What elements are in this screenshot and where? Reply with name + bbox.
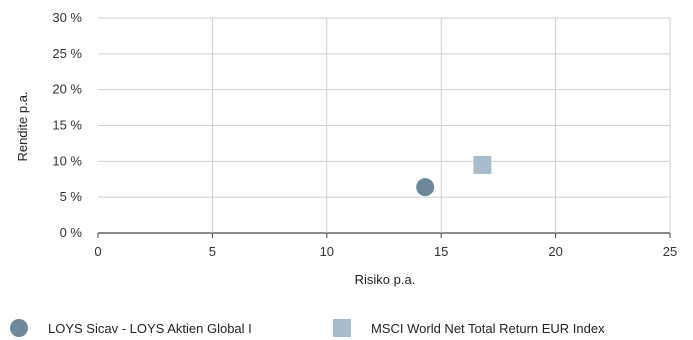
y-tick-label: 5 %: [60, 189, 83, 204]
data-point-loys: [416, 178, 435, 197]
x-tick-label: 15: [434, 244, 448, 259]
y-tick-label: 30 %: [52, 10, 82, 25]
y-axis-ticks: 0 % 5 % 10 % 15 % 20 % 25 % 30 %: [52, 10, 82, 240]
grid: [97, 17, 671, 238]
y-tick-label: 20 %: [52, 82, 82, 97]
y-axis-title: Rendite p.a.: [15, 91, 30, 161]
legend-marker-loys: [10, 319, 28, 337]
y-tick-label: 0 %: [60, 225, 83, 240]
legend-label-msci: MSCI World Net Total Return EUR Index: [371, 321, 605, 336]
x-tick-label: 5: [209, 244, 216, 259]
y-tick-label: 15 %: [52, 118, 82, 133]
x-tick-label: 10: [320, 244, 334, 259]
x-tick-label: 0: [94, 244, 101, 259]
x-axis-ticks: 0 5 10 15 20 25: [94, 244, 677, 259]
data-points: [416, 155, 492, 197]
legend: LOYS Sicav - LOYS Aktien Global I MSCI W…: [10, 319, 605, 337]
y-tick-label: 25 %: [52, 46, 82, 61]
x-tick-label: 25: [663, 244, 677, 259]
x-axis-title: Risiko p.a.: [355, 272, 416, 287]
x-tick-label: 20: [548, 244, 562, 259]
legend-marker-msci: [333, 319, 351, 337]
legend-label-loys: LOYS Sicav - LOYS Aktien Global I: [48, 321, 252, 336]
data-point-msci: [473, 155, 492, 174]
y-tick-label: 10 %: [52, 153, 82, 168]
